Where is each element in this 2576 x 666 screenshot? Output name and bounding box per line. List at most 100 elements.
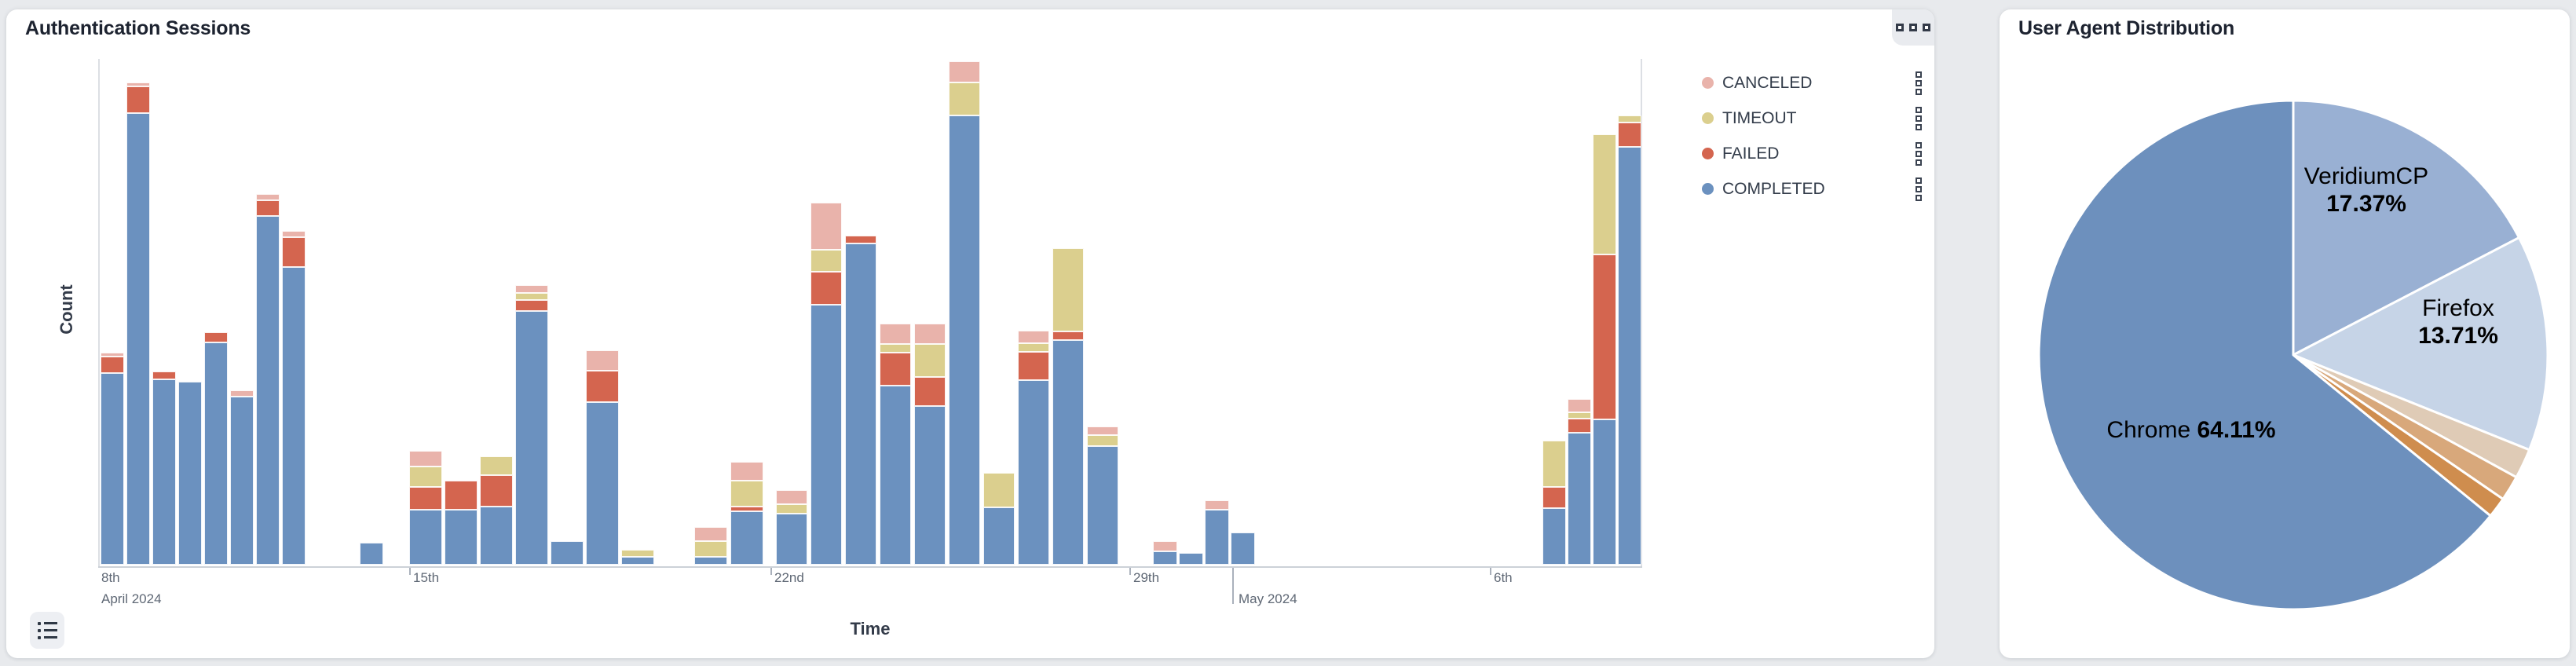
bar-stack[interactable] — [178, 382, 202, 565]
bar-stack[interactable] — [1568, 398, 1591, 565]
bar-segment-timeout[interactable] — [1568, 412, 1591, 419]
legend-series-menu-icon[interactable] — [1916, 106, 1922, 130]
bar-segment-failed[interactable] — [445, 481, 478, 510]
pie-slice-veridiumcp[interactable] — [2292, 99, 2520, 357]
bar-segment-completed[interactable] — [1618, 146, 1641, 565]
bar-segment-canceled[interactable] — [1087, 426, 1118, 435]
bar-segment-timeout[interactable] — [730, 480, 763, 507]
bar-segment-completed[interactable] — [1205, 510, 1229, 565]
bar-segment-completed[interactable] — [551, 541, 584, 565]
bar-stack[interactable] — [101, 352, 124, 565]
bar-stack[interactable] — [1052, 247, 1084, 565]
bar-segment-canceled[interactable] — [1568, 398, 1591, 412]
bar-stack[interactable] — [694, 527, 727, 565]
bar-segment-timeout[interactable] — [1018, 342, 1049, 352]
bar-segment-timeout[interactable] — [409, 467, 442, 488]
bar-stack[interactable] — [1618, 115, 1641, 565]
bar-segment-canceled[interactable] — [1153, 541, 1177, 552]
bar-segment-canceled[interactable] — [409, 450, 442, 467]
bar-segment-completed[interactable] — [230, 396, 254, 565]
bar-stack[interactable] — [126, 82, 150, 565]
bar-segment-timeout[interactable] — [1593, 134, 1616, 255]
bar-stack[interactable] — [515, 285, 548, 565]
legend-item-completed[interactable]: COMPLETED — [1702, 171, 1930, 207]
bar-segment-failed[interactable] — [282, 236, 306, 268]
bar-segment-completed[interactable] — [445, 510, 478, 565]
pie-slice-firefox[interactable] — [2292, 236, 2549, 452]
bar-segment-timeout[interactable] — [1052, 247, 1084, 331]
bar-segment-canceled[interactable] — [256, 194, 280, 200]
bar-stack[interactable] — [586, 350, 619, 565]
bar-segment-completed[interactable] — [360, 543, 383, 565]
bar-stack[interactable] — [256, 194, 280, 565]
bar-stack[interactable] — [1018, 330, 1049, 565]
bar-segment-completed[interactable] — [1179, 553, 1203, 565]
bar-segment-completed[interactable] — [810, 305, 842, 565]
legend-series-menu-icon[interactable] — [1916, 177, 1922, 201]
bar-segment-completed[interactable] — [1231, 532, 1255, 565]
bar-segment-completed[interactable] — [480, 507, 513, 565]
bar-segment-completed[interactable] — [152, 379, 176, 565]
bar-segment-timeout[interactable] — [694, 541, 727, 558]
bar-stack[interactable] — [1087, 426, 1118, 565]
bar-stack[interactable] — [409, 450, 442, 565]
bar-segment-failed[interactable] — [1568, 418, 1591, 434]
bar-segment-completed[interactable] — [730, 511, 763, 565]
bar-segment-failed[interactable] — [1593, 254, 1616, 419]
bar-segment-failed[interactable] — [1052, 331, 1084, 340]
bar-segment-failed[interactable] — [152, 371, 176, 379]
bar-segment-completed[interactable] — [776, 514, 807, 565]
bar-stack[interactable] — [1593, 134, 1616, 565]
bar-segment-canceled[interactable] — [126, 82, 150, 87]
bar-stack[interactable] — [445, 481, 478, 565]
bar-segment-failed[interactable] — [480, 474, 513, 507]
bar-segment-completed[interactable] — [983, 507, 1015, 565]
legend-series-menu-icon[interactable] — [1916, 141, 1922, 166]
bar-stack[interactable] — [730, 461, 763, 565]
bar-segment-completed[interactable] — [101, 372, 124, 565]
bar-stack[interactable] — [914, 324, 946, 565]
bar-stack[interactable] — [1231, 532, 1255, 565]
bar-segment-completed[interactable] — [845, 243, 876, 565]
bar-segment-completed[interactable] — [256, 215, 280, 565]
bar-segment-failed[interactable] — [101, 357, 124, 373]
bar-segment-canceled[interactable] — [914, 324, 946, 345]
bar-segment-failed[interactable] — [204, 332, 228, 343]
bar-segment-canceled[interactable] — [282, 230, 306, 237]
bar-segment-canceled[interactable] — [880, 324, 911, 345]
pie-slice-chrome[interactable] — [2037, 99, 2492, 611]
bar-segment-timeout[interactable] — [914, 344, 946, 377]
bar-segment-completed[interactable] — [914, 405, 946, 565]
bar-segment-timeout[interactable] — [810, 249, 842, 272]
bar-segment-failed[interactable] — [515, 299, 548, 311]
bar-segment-timeout[interactable] — [880, 344, 911, 353]
bar-stack[interactable] — [621, 550, 654, 565]
bar-stack[interactable] — [845, 236, 876, 565]
bar-stack[interactable] — [776, 490, 807, 565]
bar-stack[interactable] — [152, 371, 176, 565]
bar-segment-failed[interactable] — [586, 370, 619, 402]
bar-segment-completed[interactable] — [1568, 433, 1591, 565]
bar-segment-canceled[interactable] — [694, 527, 727, 542]
bar-stack[interactable] — [230, 390, 254, 565]
bar-segment-completed[interactable] — [949, 115, 980, 565]
bar-stack[interactable] — [360, 543, 383, 565]
bar-segment-completed[interactable] — [282, 267, 306, 565]
bar-segment-completed[interactable] — [1153, 551, 1177, 565]
bar-stack[interactable] — [880, 324, 911, 565]
bar-stack[interactable] — [480, 456, 513, 565]
bar-stack[interactable] — [1205, 500, 1229, 565]
bar-segment-timeout[interactable] — [949, 82, 980, 115]
bar-stack[interactable] — [282, 230, 306, 565]
bar-segment-timeout[interactable] — [621, 550, 654, 558]
bar-segment-completed[interactable] — [1542, 508, 1566, 565]
legend-item-canceled[interactable]: CANCELED — [1702, 65, 1930, 101]
bar-segment-canceled[interactable] — [949, 60, 980, 82]
bar-segment-canceled[interactable] — [810, 202, 842, 250]
bar-segment-completed[interactable] — [126, 113, 150, 565]
bar-segment-completed[interactable] — [1087, 446, 1118, 565]
bar-segment-completed[interactable] — [204, 342, 228, 565]
bar-segment-failed[interactable] — [1542, 487, 1566, 509]
bar-segment-canceled[interactable] — [101, 352, 124, 357]
legend-item-timeout[interactable]: TIMEOUT — [1702, 101, 1930, 136]
